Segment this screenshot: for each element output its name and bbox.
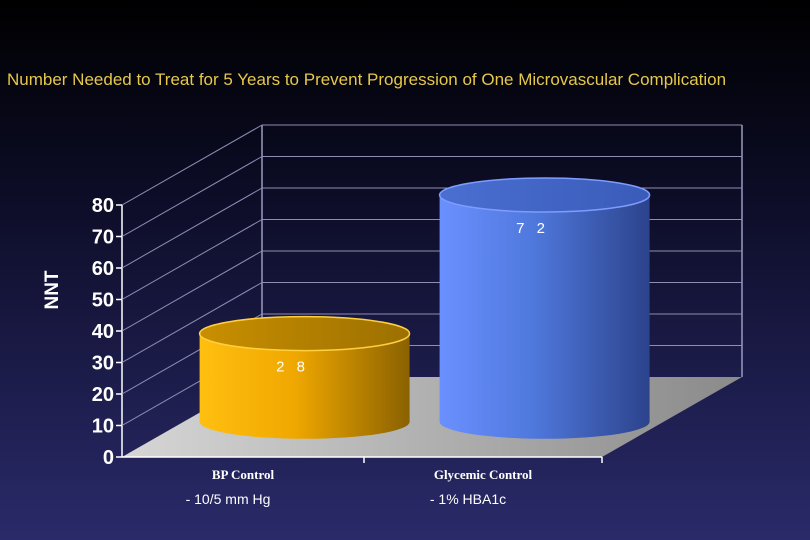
bar-body [439, 195, 650, 439]
y-tick-label: 40 [92, 321, 114, 343]
category-note: - 1% HBA1c [430, 491, 506, 507]
y-tick-label: 0 [103, 447, 114, 469]
chart-labels: 2 8 BP Control - 10/5 mm Hg 7 2 Glycemic Con… [186, 220, 549, 507]
category-note: - 10/5 mm Hg [186, 491, 271, 507]
y-axis-label: NNT [42, 270, 63, 309]
y-tick-label: 50 [92, 290, 114, 312]
category-label: Glycemic Control [434, 467, 533, 482]
y-tick-label: 30 [92, 353, 114, 375]
gridline-side [121, 187, 263, 269]
bar-top [438, 177, 651, 213]
bar-2 [438, 177, 651, 439]
bar-top [198, 315, 411, 352]
y-tick-label: 80 [92, 195, 114, 217]
y-tick-label: 70 [92, 227, 114, 249]
y-ticks: 0 10 20 30 40 50 60 70 80 [92, 195, 122, 469]
data-label: 2 8 [276, 359, 309, 376]
data-label: 7 2 [516, 220, 549, 237]
gridline-side [121, 282, 263, 363]
gridline-side [121, 250, 263, 332]
category-label: BP Control [212, 467, 275, 482]
bar-body [199, 333, 410, 439]
y-tick-label: 10 [92, 416, 114, 438]
y-tick-label: 60 [92, 258, 114, 280]
gridline-side [121, 124, 263, 206]
bars [198, 177, 651, 439]
y-tick-label: 20 [92, 384, 114, 406]
gridline-side [121, 156, 263, 237]
chart-title: Number Needed to Treat for 5 Years to Pr… [7, 70, 727, 89]
gridline-side [121, 219, 263, 300]
bar-1 [198, 315, 411, 439]
